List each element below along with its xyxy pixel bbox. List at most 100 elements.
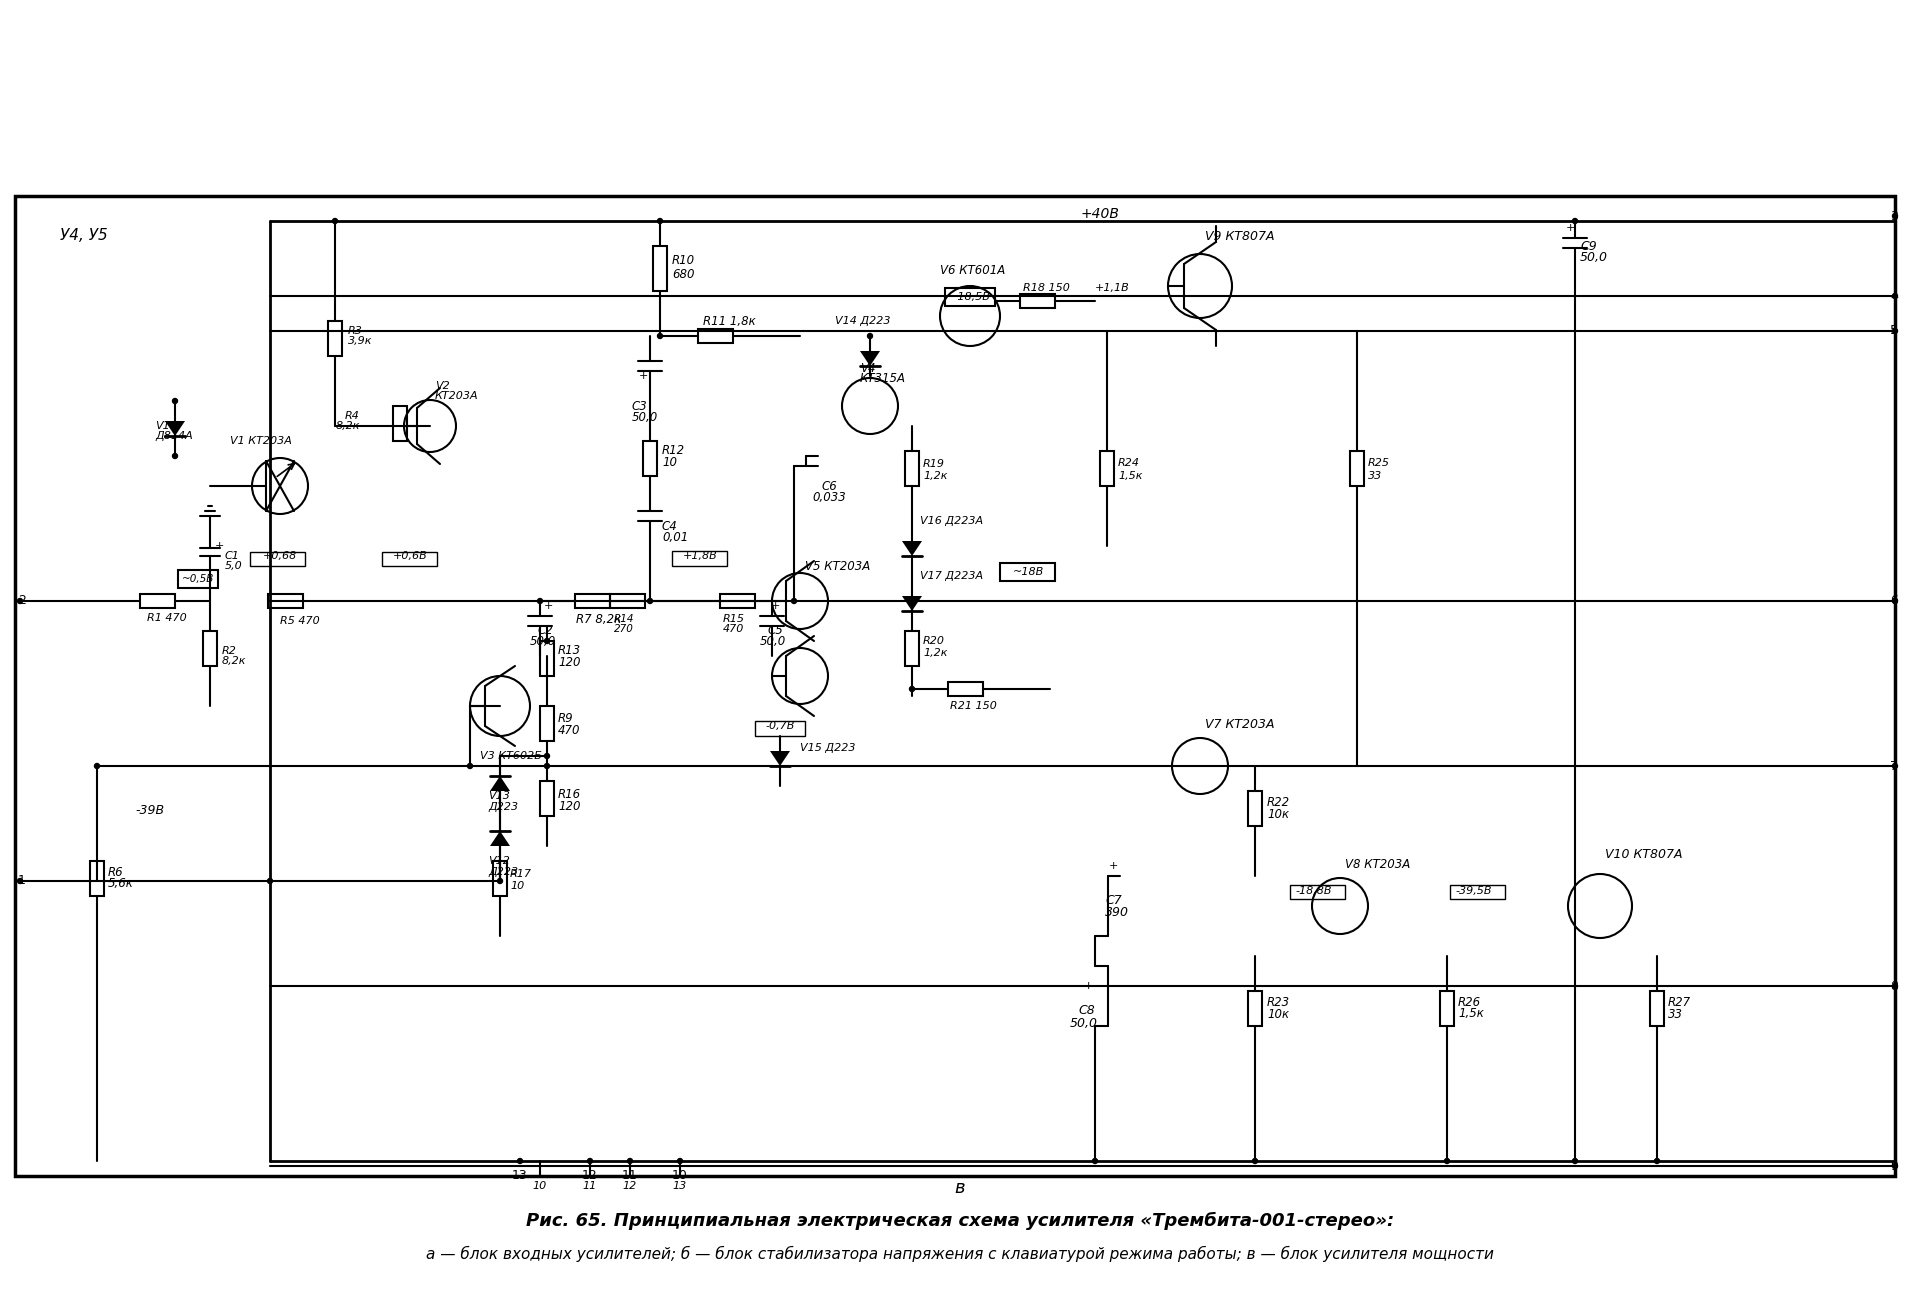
Bar — [328, 321, 342, 356]
Bar — [540, 706, 555, 741]
Text: 8,2к: 8,2к — [223, 656, 246, 666]
Text: R23: R23 — [1267, 995, 1290, 1008]
Polygon shape — [490, 831, 511, 846]
Text: 10: 10 — [534, 1181, 547, 1191]
Text: 11: 11 — [584, 1181, 597, 1191]
Text: R7 8,2к: R7 8,2к — [576, 613, 622, 626]
Bar — [15, 196, 1895, 1175]
Text: -0,7В: -0,7В — [766, 721, 795, 731]
Bar — [540, 781, 555, 816]
Text: V3 КТ602Б: V3 КТ602Б — [480, 750, 541, 761]
Text: Д223: Д223 — [488, 867, 518, 877]
Bar — [493, 861, 507, 896]
Text: +1,8В: +1,8В — [684, 551, 718, 561]
Text: R2: R2 — [223, 645, 236, 656]
Text: V6 КТ601А: V6 КТ601А — [941, 264, 1006, 277]
Text: ~0,5В: ~0,5В — [182, 574, 215, 584]
Text: V13: V13 — [488, 791, 511, 801]
Text: 120: 120 — [559, 800, 580, 813]
Text: +: + — [770, 601, 780, 610]
Bar — [382, 552, 438, 566]
Text: 50,0: 50,0 — [1580, 251, 1609, 264]
Text: 10: 10 — [662, 456, 678, 469]
Text: V2: V2 — [436, 381, 449, 391]
Text: -39,5В: -39,5В — [1455, 886, 1492, 896]
Bar — [140, 594, 175, 608]
Text: 6: 6 — [1889, 595, 1899, 608]
Circle shape — [647, 599, 653, 604]
Text: 13: 13 — [513, 1169, 528, 1182]
Circle shape — [545, 763, 549, 769]
Bar — [1450, 885, 1505, 899]
Text: R5 470: R5 470 — [280, 616, 321, 626]
Text: +: + — [543, 601, 553, 610]
Text: C6: C6 — [822, 480, 837, 492]
Text: 7: 7 — [1889, 759, 1899, 772]
Polygon shape — [490, 776, 511, 791]
Text: R11 1,8к: R11 1,8к — [703, 315, 756, 328]
Text: R15: R15 — [724, 614, 745, 623]
Circle shape — [1092, 1159, 1098, 1164]
Bar — [699, 329, 733, 343]
Text: R13: R13 — [559, 644, 582, 657]
Text: в: в — [954, 1179, 966, 1198]
Text: -39В: -39В — [134, 805, 163, 818]
Text: 5,6к: 5,6к — [108, 877, 134, 890]
Bar — [204, 631, 217, 666]
Text: Рис. 65. Принципиальная электрическая схема усилителя «Трембита-001-стерео»:: Рис. 65. Принципиальная электрическая сх… — [526, 1212, 1394, 1230]
Bar — [1248, 791, 1261, 826]
Text: +: + — [637, 371, 647, 381]
Text: R21 150: R21 150 — [950, 701, 996, 712]
Text: C5: C5 — [768, 625, 783, 638]
Text: КТ315А: КТ315А — [860, 372, 906, 385]
Circle shape — [518, 1159, 522, 1164]
Bar — [1440, 991, 1453, 1026]
Text: 1,2к: 1,2к — [924, 648, 947, 658]
Bar — [672, 551, 728, 566]
Text: +1,1В: +1,1В — [1094, 283, 1129, 293]
Text: +: + — [1083, 981, 1092, 991]
Text: C8: C8 — [1077, 1004, 1094, 1017]
Bar — [250, 552, 305, 566]
Text: 33: 33 — [1668, 1007, 1684, 1020]
Circle shape — [868, 333, 872, 338]
Text: R14: R14 — [614, 614, 634, 623]
Circle shape — [17, 879, 23, 884]
Text: V16 Д223А: V16 Д223А — [920, 516, 983, 526]
Circle shape — [657, 219, 662, 223]
Text: C2: C2 — [538, 625, 553, 638]
Circle shape — [910, 599, 914, 604]
Text: 0,033: 0,033 — [812, 491, 845, 504]
Text: R20: R20 — [924, 636, 945, 645]
Circle shape — [332, 219, 338, 223]
Bar — [1100, 451, 1114, 486]
Text: V15 Д223: V15 Д223 — [801, 743, 856, 753]
Text: R22: R22 — [1267, 796, 1290, 809]
Text: C7: C7 — [1106, 894, 1121, 907]
Text: У4, У5: У4, У5 — [60, 228, 108, 244]
Text: 2: 2 — [17, 595, 25, 608]
Text: R26: R26 — [1457, 995, 1480, 1008]
Text: V4: V4 — [860, 362, 876, 375]
Bar — [1290, 885, 1346, 899]
Bar — [269, 594, 303, 608]
Circle shape — [678, 1159, 682, 1164]
Bar — [394, 406, 407, 441]
Polygon shape — [860, 351, 879, 365]
Circle shape — [545, 753, 549, 758]
Text: R25: R25 — [1367, 457, 1390, 468]
Text: R19: R19 — [924, 459, 945, 469]
Text: 10: 10 — [672, 1169, 687, 1182]
Text: -18,8В: -18,8В — [1294, 886, 1331, 896]
Polygon shape — [902, 596, 922, 610]
Text: +0,68: +0,68 — [263, 551, 298, 561]
Circle shape — [1252, 1159, 1258, 1164]
Text: R17: R17 — [511, 870, 532, 879]
Circle shape — [1655, 1159, 1659, 1164]
Circle shape — [1893, 763, 1897, 769]
Text: V7 КТ203А: V7 КТ203А — [1206, 718, 1275, 731]
Text: C4: C4 — [662, 520, 678, 533]
Circle shape — [1572, 1159, 1578, 1164]
Bar — [1350, 451, 1363, 486]
Bar — [540, 642, 555, 677]
